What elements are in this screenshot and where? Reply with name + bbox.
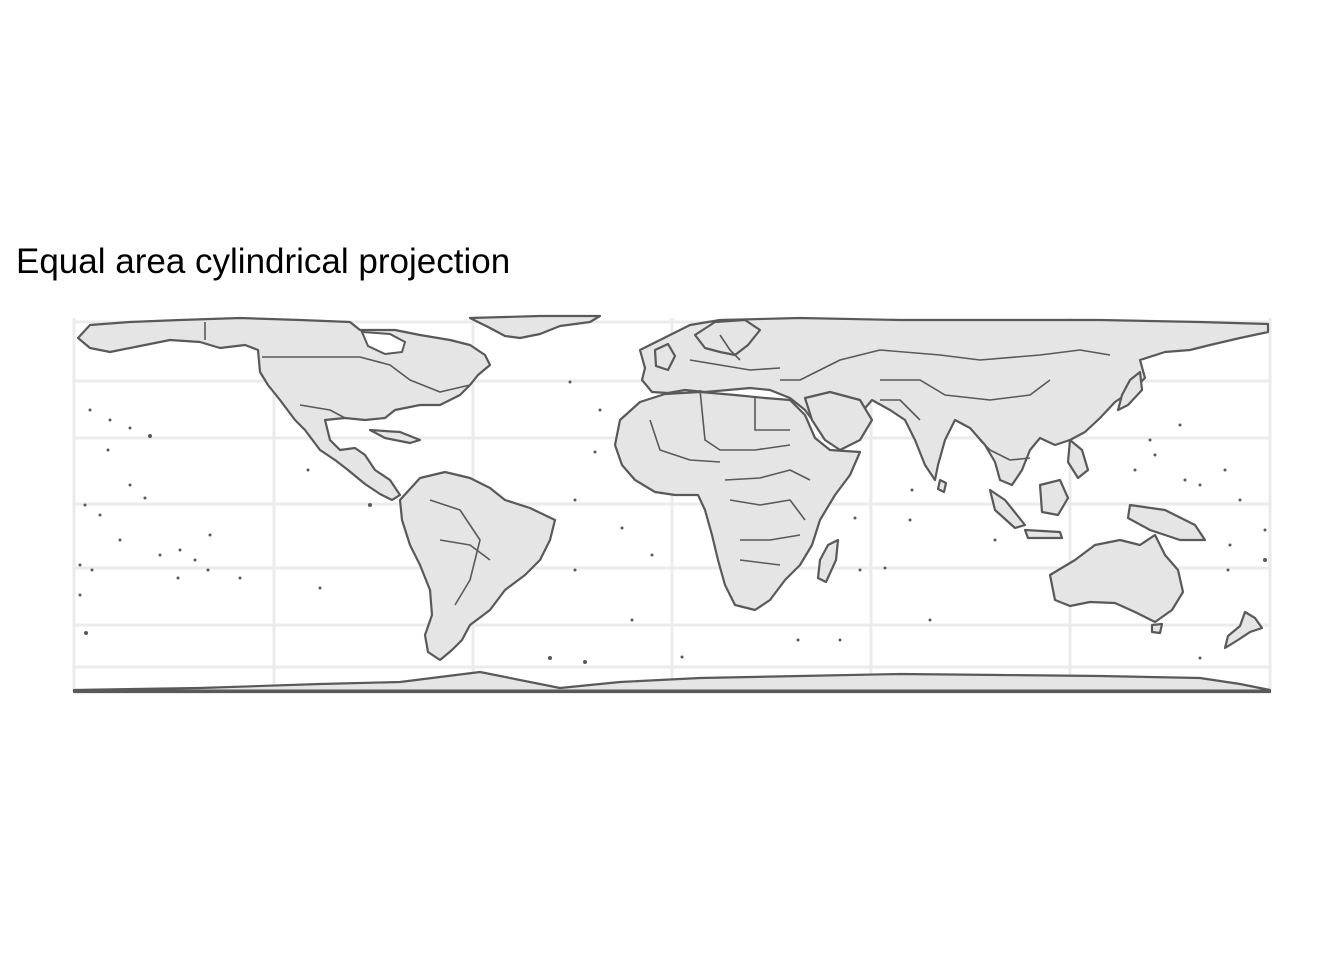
greenland	[468, 314, 602, 340]
madagascar	[816, 538, 840, 584]
country-borders	[204, 322, 1111, 606]
scandinavia	[693, 318, 762, 357]
borneo	[1038, 478, 1070, 517]
philippines	[1066, 438, 1090, 480]
map-title: Equal area cylindrical projection	[16, 242, 511, 281]
japan	[1116, 370, 1144, 412]
small-islands	[78, 380, 1267, 664]
sumatra	[988, 488, 1027, 530]
sri-lanka	[936, 478, 948, 494]
north-america	[76, 316, 492, 502]
new-guinea	[1126, 503, 1207, 542]
eurasia	[638, 316, 1270, 487]
new-zealand	[1223, 610, 1264, 650]
australia	[1048, 533, 1185, 624]
south-america	[398, 470, 557, 662]
tasmania	[1150, 622, 1164, 635]
java	[1023, 528, 1064, 540]
british-isles	[653, 342, 677, 372]
arabia	[803, 390, 874, 452]
cuba	[368, 428, 422, 445]
